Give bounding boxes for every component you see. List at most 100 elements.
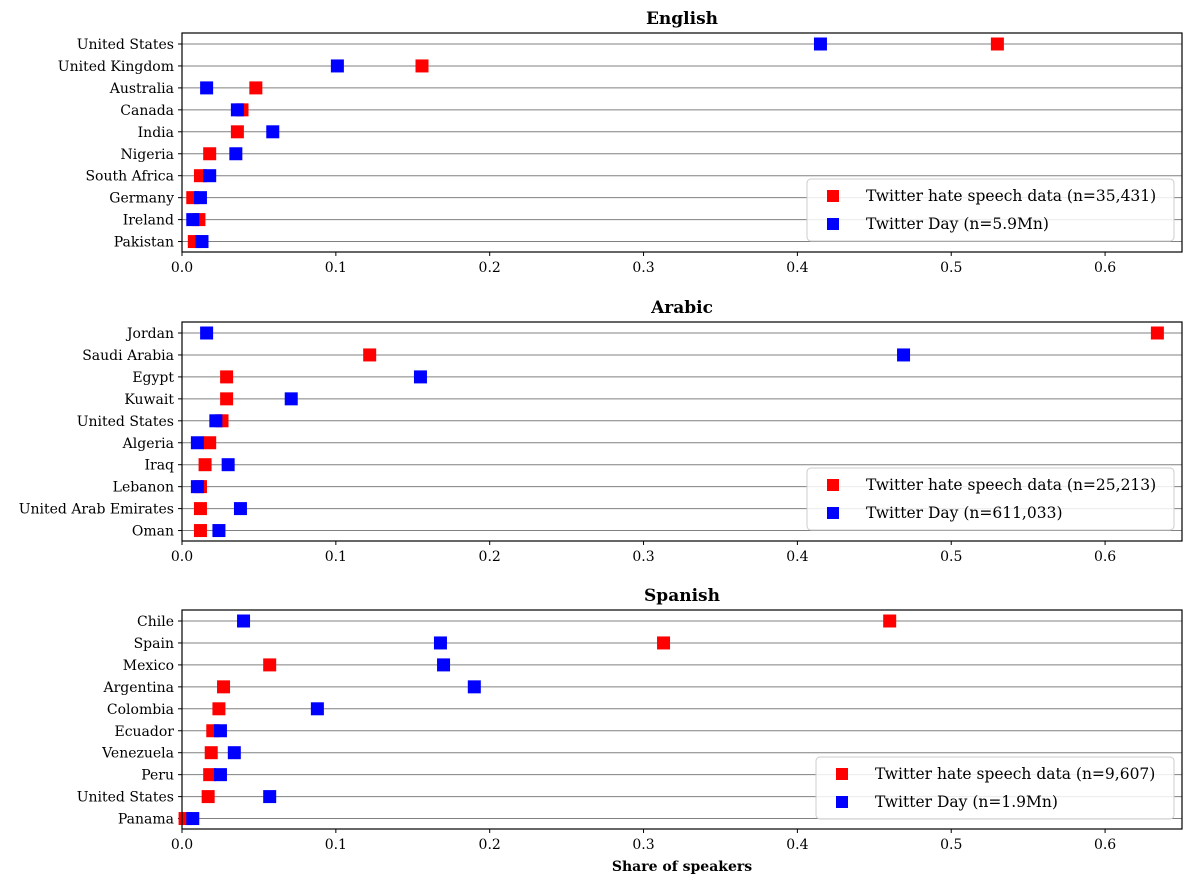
x-tick-label: 0.0 — [171, 260, 193, 276]
y-tick-label-oman: Oman — [132, 524, 174, 540]
x-tick-label: 0.5 — [940, 260, 962, 276]
legend: Twitter hate speech data (n=35,431) Twitt… — [806, 178, 1175, 242]
legend-box — [806, 467, 1175, 531]
y-tick-label-egypt: Egypt — [132, 370, 174, 386]
y-tick-label-saudi-arabia: Saudi Arabia — [82, 348, 174, 364]
legend-label-twitter-day: Twitter Day (n=611,033) — [866, 504, 1063, 522]
x-tick-label: 0.3 — [632, 549, 654, 565]
marker-hate-speech-colombia — [212, 702, 226, 716]
y-tick-label-pakistan: Pakistan — [114, 235, 174, 251]
marker-hate-speech-mexico — [263, 658, 277, 672]
marker-hate-speech-oman — [193, 524, 207, 538]
marker-twitter-day-algeria — [190, 436, 204, 450]
y-tick-label-south-africa: South Africa — [85, 169, 174, 185]
y-tick-label-australia: Australia — [109, 81, 174, 97]
plot-frame — [181, 32, 1183, 253]
marker-twitter-day-mexico — [437, 658, 451, 672]
x-tick-label: 0.6 — [1094, 837, 1116, 853]
x-tick-label: 0.5 — [940, 549, 962, 565]
legend-label-hate-speech: Twitter hate speech data (n=25,213) — [866, 476, 1156, 494]
x-tick-label: 0.2 — [479, 837, 501, 853]
marker-twitter-day-peru — [213, 768, 227, 782]
y-tick-label-united-states: United States — [77, 37, 174, 53]
marker-twitter-day-germany — [193, 191, 207, 205]
marker-twitter-day-iraq — [221, 458, 235, 472]
panel-english: English United States United Kingdom Austra… — [58, 9, 1183, 276]
legend-marker-hate-speech — [827, 479, 839, 491]
y-tick-label-ireland: Ireland — [123, 213, 174, 229]
marker-hate-speech-saudi-arabia — [363, 348, 377, 362]
x-axis-label: Share of speakers — [612, 859, 752, 875]
y-tick-label-jordan: Jordan — [125, 326, 174, 342]
marker-hate-speech-egypt — [220, 370, 234, 384]
x-tick-label: 0.0 — [171, 837, 193, 853]
y-tick-label-panama: Panama — [118, 812, 174, 828]
marker-twitter-day-chile — [237, 614, 251, 628]
marker-twitter-day-lebanon — [190, 480, 204, 494]
marker-twitter-day-jordan — [200, 326, 214, 340]
legend-box — [815, 756, 1175, 820]
legend: Twitter hate speech data (n=9,607) Twitte… — [815, 756, 1175, 820]
marker-twitter-day-united-arab-emirates — [233, 502, 247, 516]
y-tick-label-colombia: Colombia — [107, 702, 174, 718]
marker-twitter-day-south-africa — [203, 169, 217, 183]
y-tick-label-algeria: Algeria — [122, 436, 174, 452]
marker-hate-speech-iraq — [198, 458, 212, 472]
y-tick-label-united-states: United States — [77, 790, 174, 806]
x-tick-label: 0.0 — [171, 549, 193, 565]
y-tick-label-lebanon: Lebanon — [113, 480, 174, 496]
marker-twitter-day-spain — [433, 636, 447, 650]
y-tick-label-nigeria: Nigeria — [121, 147, 175, 163]
marker-twitter-day-united-states — [209, 414, 223, 428]
y-tick-label-argentina: Argentina — [102, 680, 174, 696]
x-tick-label: 0.4 — [786, 549, 808, 565]
legend-box — [806, 178, 1175, 242]
legend-marker-twitter-day — [827, 507, 839, 519]
marker-twitter-day-kuwait — [284, 392, 298, 406]
marker-twitter-day-oman — [212, 524, 226, 538]
panel-title: Arabic — [650, 298, 713, 318]
marker-twitter-day-india — [266, 125, 280, 139]
panel-arabic: Arabic Jordan Saudi Arabia Egypt Kuwait Unite… — [19, 298, 1183, 565]
marker-twitter-day-egypt — [413, 370, 427, 384]
marker-twitter-day-australia — [200, 81, 214, 95]
marker-hate-speech-united-arab-emirates — [193, 502, 207, 516]
marker-twitter-day-united-kingdom — [330, 59, 344, 73]
marker-hate-speech-united-states — [201, 790, 215, 804]
marker-twitter-day-panama — [186, 812, 200, 826]
marker-hate-speech-india — [230, 125, 244, 139]
x-tick-label: 0.1 — [325, 549, 347, 565]
y-tick-label-peru: Peru — [141, 768, 174, 784]
marker-hate-speech-united-kingdom — [415, 59, 429, 73]
marker-hate-speech-algeria — [203, 436, 217, 450]
legend-marker-hate-speech — [827, 190, 839, 202]
marker-twitter-day-colombia — [310, 702, 324, 716]
marker-hate-speech-argentina — [217, 680, 231, 694]
marker-hate-speech-chile — [883, 614, 897, 628]
panel-title: Spanish — [644, 586, 720, 606]
marker-twitter-day-pakistan — [195, 235, 209, 249]
x-tick-label: 0.6 — [1094, 260, 1116, 276]
x-tick-label: 0.1 — [325, 260, 347, 276]
legend-label-twitter-day: Twitter Day (n=5.9Mn) — [866, 215, 1049, 233]
x-tick-label: 0.3 — [632, 837, 654, 853]
legend: Twitter hate speech data (n=25,213) Twitt… — [806, 467, 1175, 531]
marker-hate-speech-spain — [657, 636, 671, 650]
y-tick-label-iraq: Iraq — [144, 458, 174, 474]
legend-marker-twitter-day — [836, 796, 848, 808]
marker-twitter-day-venezuela — [227, 746, 241, 760]
marker-hate-speech-nigeria — [203, 147, 217, 161]
y-tick-label-kuwait: Kuwait — [124, 392, 174, 408]
x-tick-label: 0.2 — [479, 260, 501, 276]
marker-twitter-day-ecuador — [213, 724, 227, 738]
marker-twitter-day-nigeria — [229, 147, 243, 161]
x-tick-label: 0.3 — [632, 260, 654, 276]
panel-spanish: Spanish Chile Spain Mexico Argentina Colombia… — [77, 586, 1183, 875]
marker-hate-speech-jordan — [1150, 326, 1164, 340]
x-tick-label: 0.1 — [325, 837, 347, 853]
y-tick-label-canada: Canada — [120, 103, 174, 119]
marker-twitter-day-argentina — [467, 680, 481, 694]
legend-marker-twitter-day — [827, 218, 839, 230]
marker-hate-speech-venezuela — [204, 746, 218, 760]
